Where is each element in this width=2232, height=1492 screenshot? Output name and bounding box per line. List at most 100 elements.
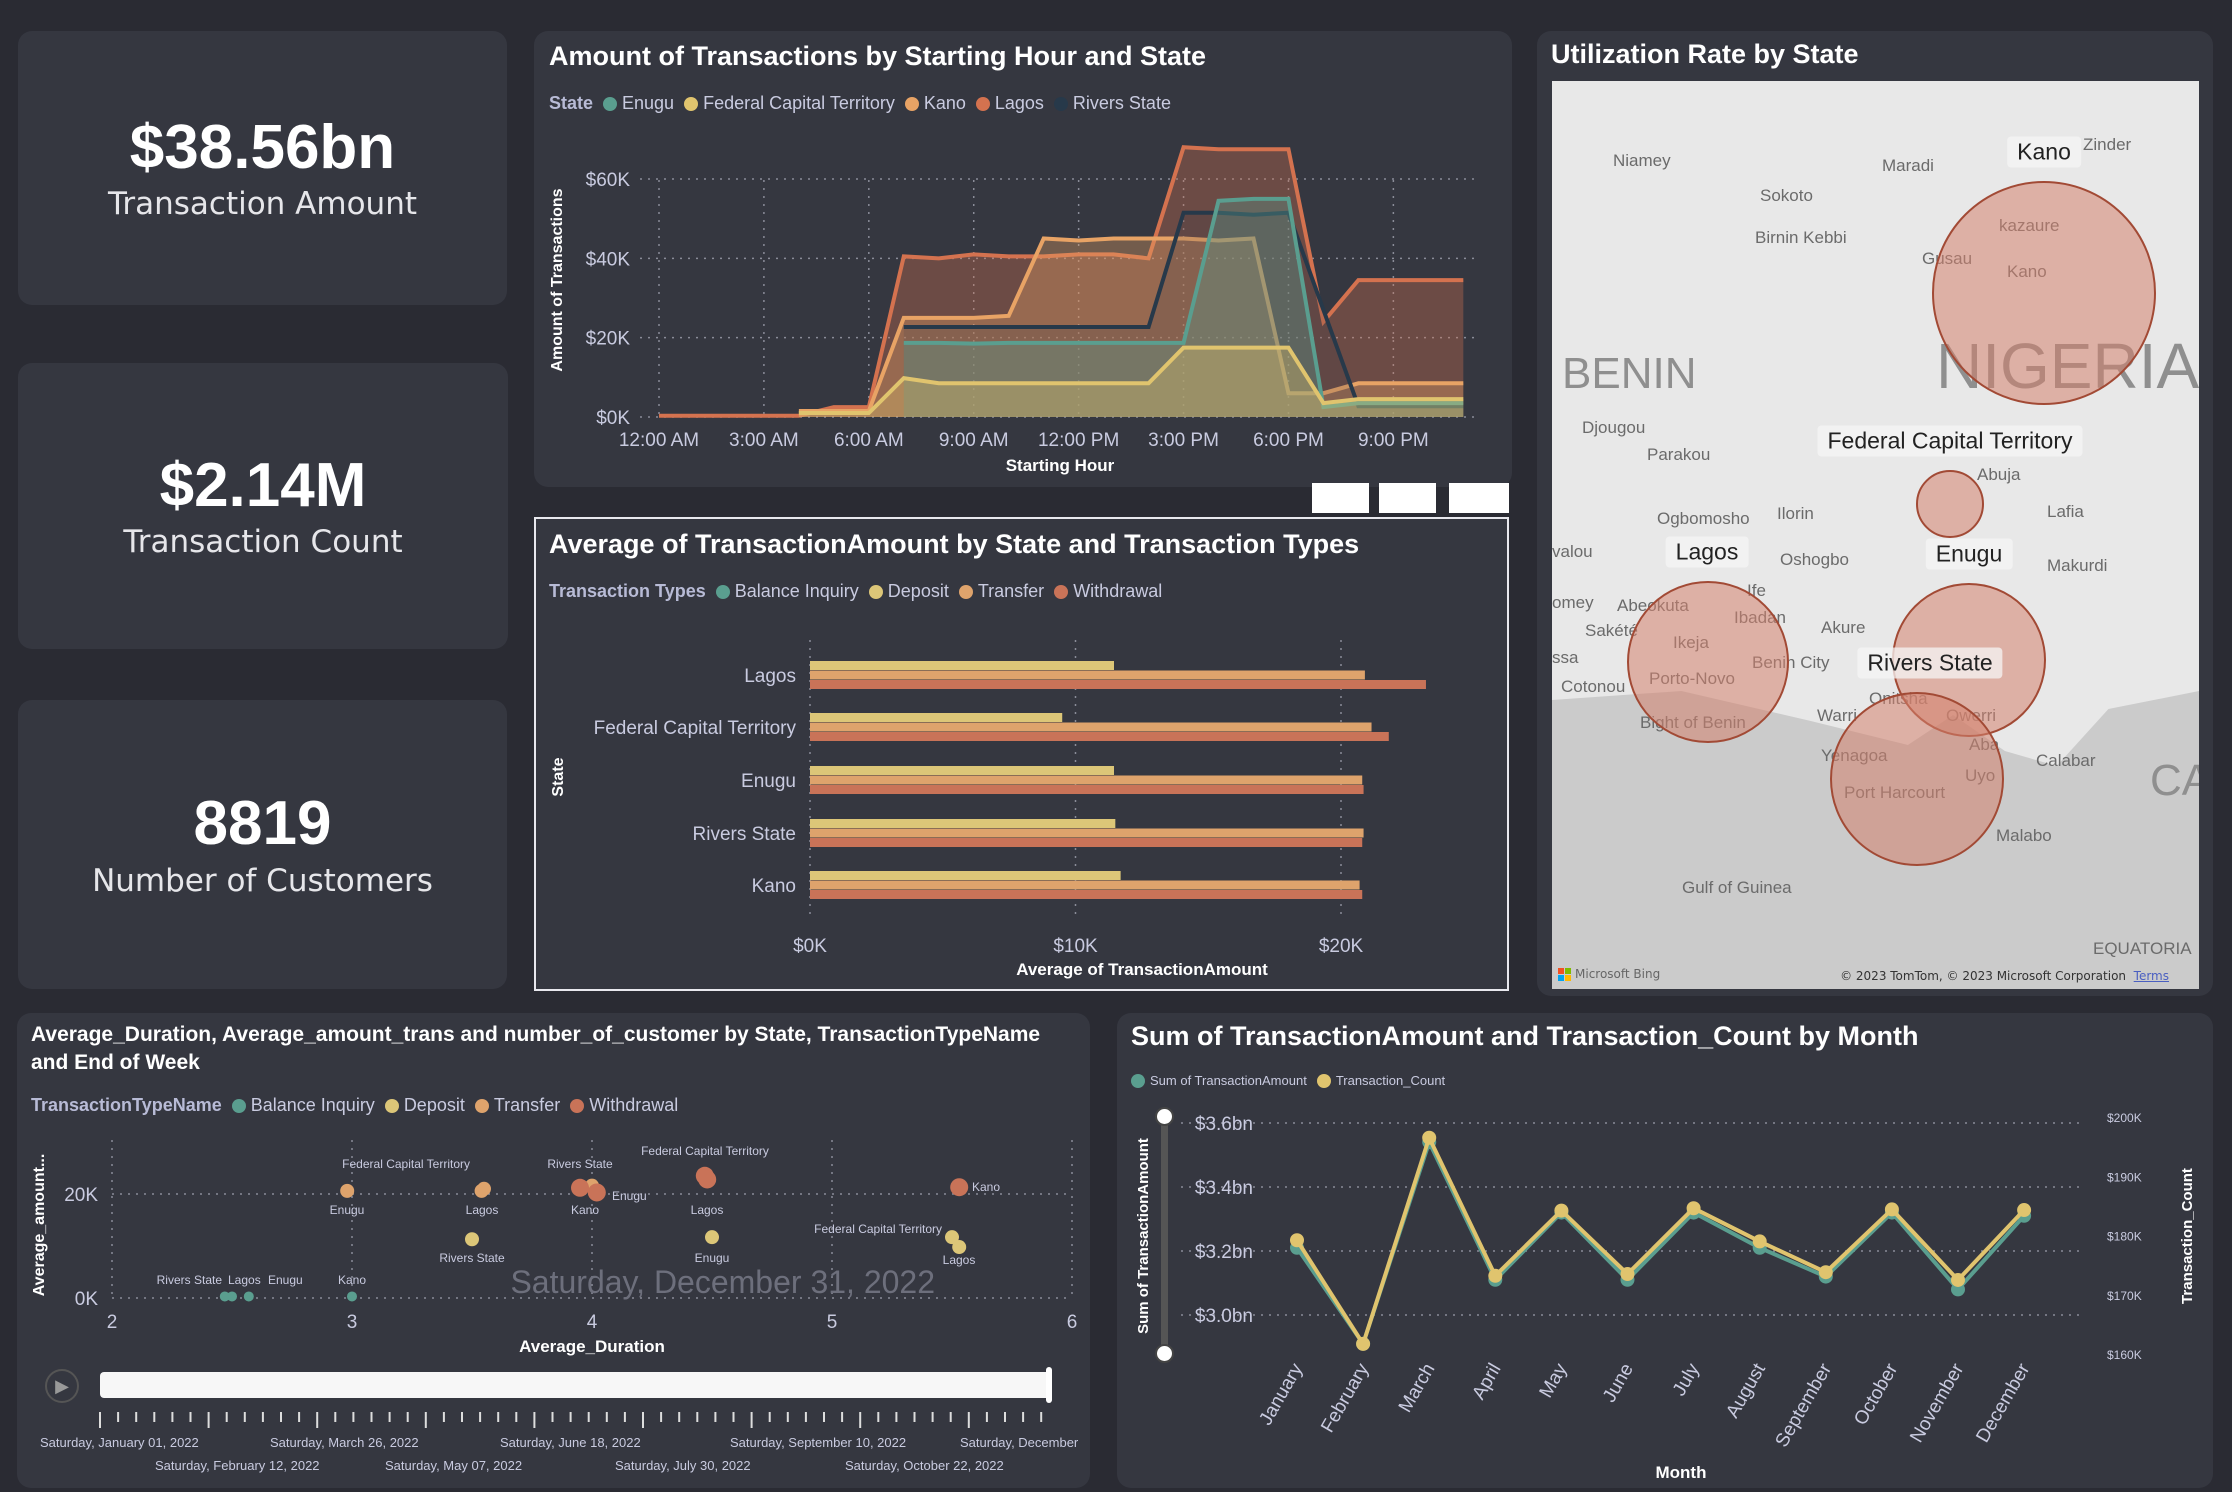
map-place-label: Ilorin [1777,504,1814,523]
chart-title: Sum of TransactionAmount and Transaction… [1131,1021,1919,1051]
map-place-label: Niamey [1613,151,1671,170]
timeline-handle[interactable] [1046,1367,1052,1403]
timeline-slider[interactable] [100,1372,1050,1398]
map-place-label: ssa [1552,648,1579,667]
legend-item[interactable]: Transaction_Count [1316,1073,1446,1088]
legend-label: Rivers State [1072,93,1171,113]
chart-legend: State Enugu Federal Capital Territory Kano… [549,93,1171,114]
legend-item[interactable]: Balance Inquiry [231,1095,375,1116]
legend-item[interactable]: Withdrawal [1054,581,1162,602]
legend-item[interactable]: Transfer [958,581,1044,602]
map-place-label: Zinder [2083,135,2132,154]
map-place-label: BENIN [1562,349,1697,398]
map-place-label: Cotonou [1561,677,1626,696]
kpi-label: Number of Customers [92,862,433,899]
legend-item[interactable]: Sum of TransactionAmount [1131,1073,1307,1088]
map-place-label: EQUATORIA [2093,939,2192,958]
kpi-value: $2.14M [159,450,367,520]
map-place-label: Akure [1821,618,1866,637]
bing-logo: Microsoft Bing [1558,967,1660,981]
zoom-slider-track[interactable] [1161,1115,1168,1354]
bar-chart-card[interactable]: Average of TransactionAmount by State an… [534,517,1509,991]
legend-label: Deposit [403,1095,465,1115]
map-attribution: © 2023 TomTom, © 2023 Microsoft Corporat… [1840,969,2169,983]
legend-label: Balance Inquiry [734,581,859,601]
map-title: Utilization Rate by State [1551,39,1859,69]
legend-item[interactable]: Enugu [603,93,674,114]
scatter-chart-card[interactable]: Average_Duration, Average_amount_trans a… [17,1013,1090,1488]
legend-label: Balance Inquiry [250,1095,375,1115]
line-chart-card[interactable]: Sum of TransactionAmount and Transaction… [1117,1013,2213,1488]
legend-label: Deposit [887,581,949,601]
play-icon: ▶ [55,1375,69,1397]
focus-mode-button[interactable] [1379,483,1436,513]
chart-legend: TransactionTypeName Balance Inquiry Depos… [31,1095,678,1116]
legend-item[interactable]: Deposit [868,581,949,602]
logo-text: Microsoft Bing [1575,967,1661,981]
legend-label: Withdrawal [1073,581,1163,601]
legend-dot-icon [1131,1073,1145,1088]
legend-dot-icon [684,96,699,111]
legend-label: Federal Capital Territory [703,93,895,113]
legend-item[interactable]: Lagos [975,93,1044,114]
map-place-label: Malabo [1996,826,2052,845]
bubble-fct[interactable] [1916,470,1984,538]
play-button[interactable]: ▶ [45,1369,79,1403]
legend-dot-icon [231,1098,246,1113]
legend-item[interactable]: Deposit [384,1095,465,1116]
zoom-slider-top-handle[interactable] [1155,1107,1174,1126]
map-place-label: Maradi [1882,156,1934,175]
legend-label: Transfer [493,1095,561,1115]
map-place-label: CA [2150,756,2199,805]
legend-title: Transaction Types [549,581,706,601]
kpi-card-customers: 8819 Number of Customers [18,700,507,989]
legend-item[interactable]: Kano [904,93,966,114]
bubble-kano[interactable] [1932,181,2156,405]
microsoft-logo-icon [1558,967,1571,981]
legend-dot-icon [715,584,730,599]
chart-legend: Transaction Types Balance Inquiry Deposit… [549,581,1162,602]
kpi-card-transaction-amount: $38.56bn Transaction Amount [18,31,507,305]
bubble-lagos[interactable] [1627,581,1789,743]
legend-title: State [549,93,594,113]
legend-label: Kano [923,93,966,113]
map-place-label: Birnin Kebbi [1755,228,1847,247]
area-chart-card[interactable]: Amount of Transactions by Starting Hour … [534,31,1512,487]
map-place-label: Sokoto [1760,186,1813,205]
legend-dot-icon [1053,96,1068,111]
legend-item[interactable]: Transfer [474,1095,561,1116]
map-place-label: Ogbomosho [1657,509,1750,528]
map-label-fct: Federal Capital Territory [1817,425,2083,457]
legend-dot-icon [474,1098,489,1113]
pin-visual-button[interactable] [1312,483,1369,513]
bubble-rivers-state[interactable] [1830,692,2004,866]
legend-item[interactable]: Withdrawal [570,1095,678,1116]
attribution-text: © 2023 TomTom, © 2023 Microsoft Corporat… [1840,969,2127,983]
map-place-label: Lafia [2047,502,2084,521]
map-label-enugu: Enugu [1925,538,2013,570]
legend-item[interactable]: Federal Capital Territory [684,93,895,114]
map-place-label: Oshogbo [1780,550,1849,569]
legend-label: Sum of TransactionAmount [1150,1073,1307,1088]
map-label-kano: Kano [2007,136,2081,168]
legend-dot-icon [603,96,618,111]
more-options-button[interactable] [1449,483,1509,513]
zoom-slider-bottom-handle[interactable] [1155,1344,1174,1363]
map-place-label: Makurdi [2047,556,2108,575]
legend-label: Transaction_Count [1335,1073,1446,1088]
kpi-label: Transaction Amount [107,186,418,223]
legend-dot-icon [868,584,883,599]
chart-title: Amount of Transactions by Starting Hour … [549,41,1207,71]
terms-link[interactable]: Terms [2133,969,2169,983]
legend-item[interactable]: Balance Inquiry [715,581,859,602]
map-place-label: Calabar [2036,751,2096,770]
chart-title: Average_Duration, Average_amount_trans a… [31,1023,1041,1074]
kpi-value: 8819 [193,789,332,859]
legend-item[interactable]: Rivers State [1053,93,1171,114]
legend-dot-icon [570,1098,585,1113]
map-place-label: Sakété [1585,621,1638,640]
map-place-label: valou [1552,542,1593,561]
map-place-label: omey [1552,593,1594,612]
legend-dot-icon [975,96,990,111]
